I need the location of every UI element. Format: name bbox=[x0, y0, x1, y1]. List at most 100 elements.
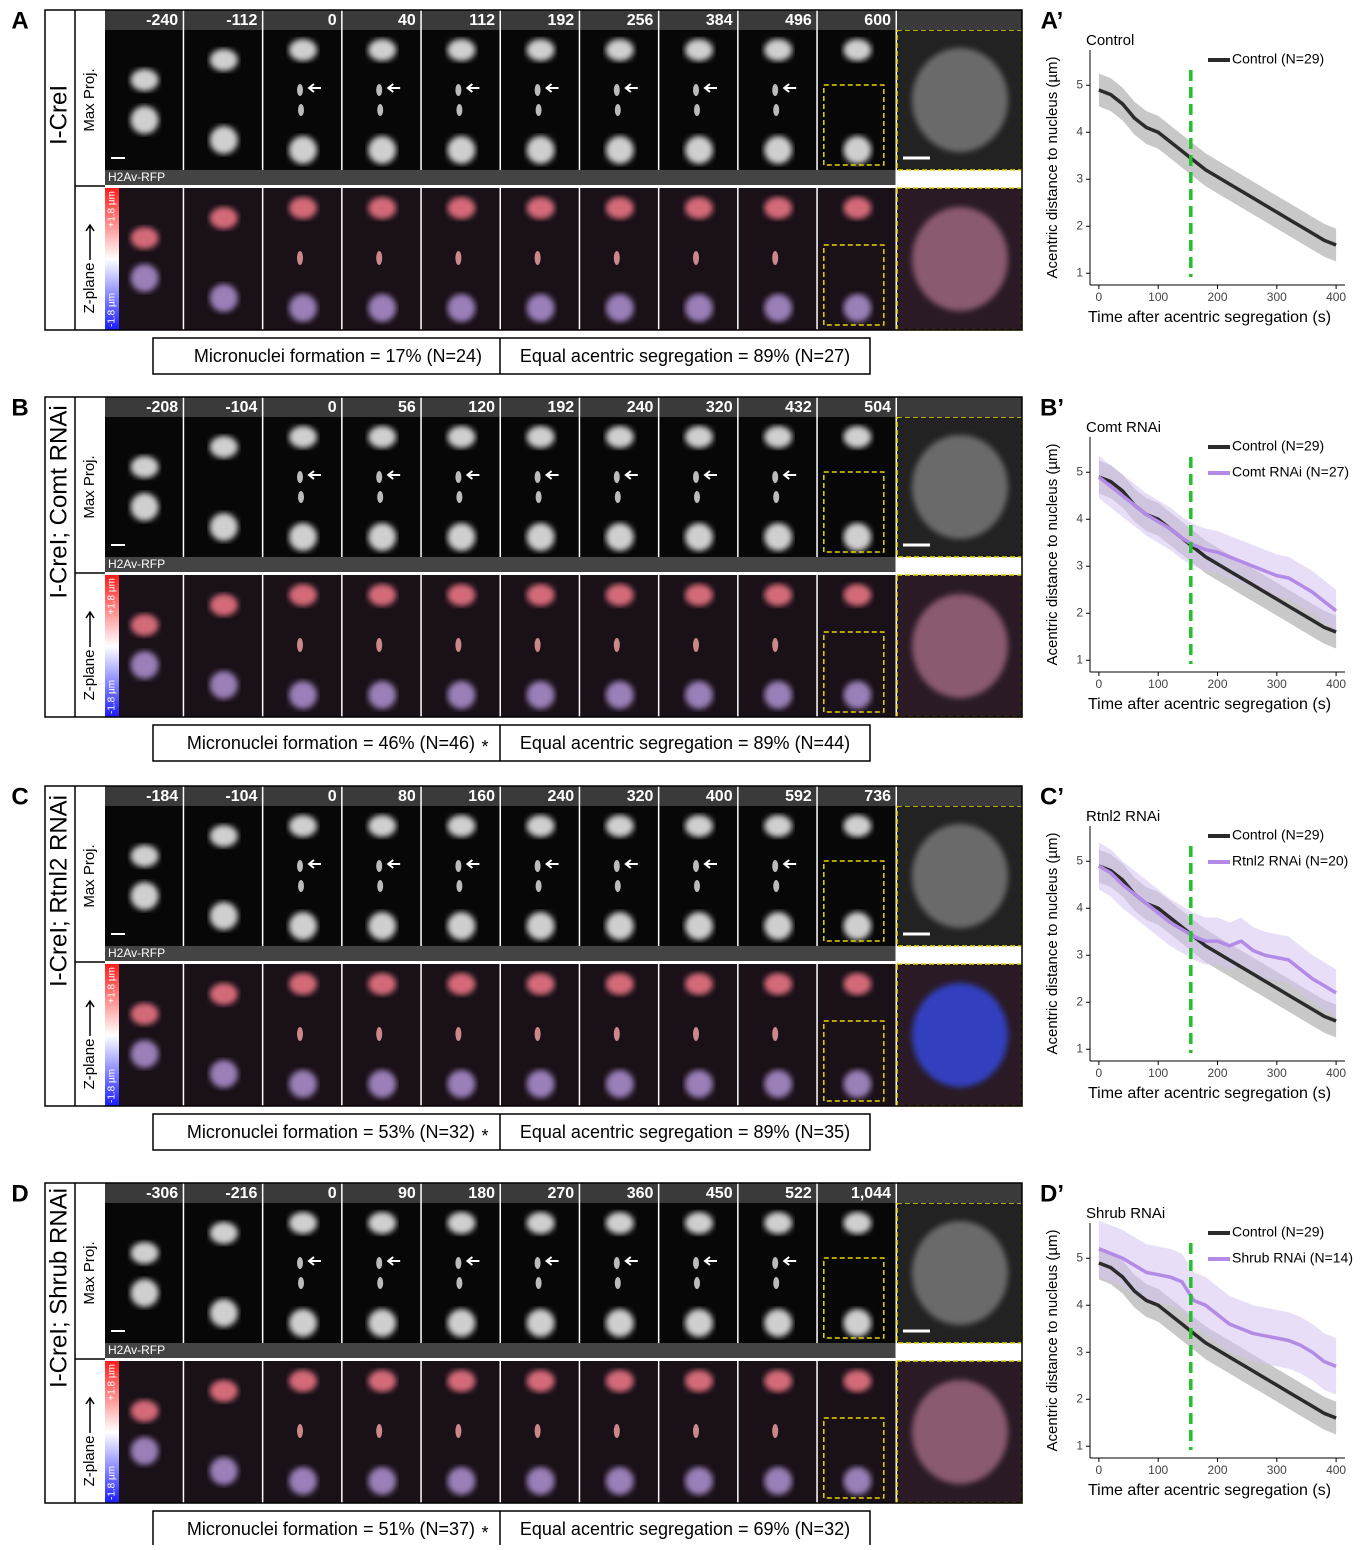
z-colorbar bbox=[105, 964, 119, 1106]
mean-line bbox=[1098, 1247, 1337, 1368]
x-tick-label: 0 bbox=[1096, 1463, 1103, 1477]
acentric-z bbox=[376, 251, 383, 265]
nucleus-z bbox=[368, 1070, 397, 1098]
nucleus bbox=[447, 815, 476, 837]
time-header bbox=[817, 397, 896, 417]
acentric bbox=[456, 104, 463, 116]
y-tick-label: 2 bbox=[1076, 994, 1083, 1008]
x-tick-label: 400 bbox=[1326, 1463, 1346, 1477]
time-header bbox=[501, 397, 579, 417]
nucleus bbox=[130, 1242, 159, 1264]
nucleus bbox=[843, 815, 872, 837]
nucleus bbox=[368, 1212, 397, 1234]
row-label: Max Proj. bbox=[81, 455, 98, 518]
stain-strip bbox=[105, 170, 896, 185]
y-tick-label: 1 bbox=[1076, 265, 1083, 279]
nucleus-z bbox=[526, 973, 555, 995]
acentric bbox=[376, 471, 383, 483]
nucleus bbox=[685, 912, 713, 940]
time-header bbox=[263, 10, 342, 30]
nucleus-z bbox=[209, 207, 238, 229]
z-arrow bbox=[85, 1396, 95, 1433]
time-label: 592 bbox=[785, 788, 812, 805]
nucleus-z bbox=[764, 973, 793, 995]
acentric bbox=[613, 1257, 620, 1269]
zoom-nucleus-z bbox=[912, 594, 1008, 698]
time-label: -184 bbox=[146, 788, 178, 805]
y-tick-label: 4 bbox=[1076, 1297, 1083, 1311]
acentric bbox=[377, 880, 384, 892]
time-header bbox=[501, 1183, 579, 1203]
acentric bbox=[693, 860, 699, 872]
z-arrow bbox=[85, 223, 95, 260]
acentric-z bbox=[534, 638, 541, 652]
nucleus-z bbox=[605, 1467, 634, 1495]
nucleus-z bbox=[289, 1467, 317, 1495]
mean-line bbox=[1098, 88, 1337, 247]
stats-text: Equal acentric segregation = 89% (N=35) bbox=[520, 1122, 850, 1142]
arrow bbox=[307, 859, 321, 869]
x-tick-label: 300 bbox=[1267, 1463, 1287, 1477]
panel-letter: D bbox=[11, 1180, 28, 1207]
nucleus-z bbox=[685, 197, 713, 219]
time-label: 320 bbox=[627, 788, 654, 805]
nucleus bbox=[209, 49, 238, 71]
acentric bbox=[614, 104, 621, 116]
y-tick-label: 5 bbox=[1076, 464, 1083, 478]
nucleus bbox=[764, 1212, 793, 1234]
header-pad bbox=[897, 397, 1022, 417]
acentric-z bbox=[772, 1027, 779, 1041]
x-tick-label: 300 bbox=[1267, 290, 1287, 304]
confidence-band bbox=[1098, 73, 1337, 262]
acentric bbox=[693, 84, 699, 96]
y-tick-label: 5 bbox=[1076, 77, 1083, 91]
z-colorbar bbox=[105, 188, 119, 330]
time-label: 496 bbox=[785, 12, 812, 29]
nucleus bbox=[685, 815, 713, 837]
nucleus-z bbox=[843, 973, 872, 995]
acentric bbox=[534, 860, 541, 872]
panel-frame bbox=[44, 1182, 1023, 1504]
row-label: Z-plane bbox=[81, 1039, 98, 1090]
stain-label: H2Av-RFP bbox=[108, 946, 165, 960]
inset-box bbox=[823, 471, 885, 553]
time-label: 80 bbox=[398, 788, 416, 805]
nucleus-z bbox=[368, 197, 397, 219]
arrow bbox=[386, 859, 401, 869]
nucleus-z bbox=[843, 584, 872, 606]
nucleus-z bbox=[368, 294, 397, 322]
nucleus bbox=[843, 426, 872, 448]
nucleus-z bbox=[447, 1467, 476, 1495]
acentric bbox=[455, 471, 462, 483]
nucleus bbox=[605, 39, 634, 61]
acentric-z bbox=[693, 1027, 699, 1041]
y-tick-label: 2 bbox=[1076, 1391, 1083, 1405]
time-label: 320 bbox=[706, 399, 733, 416]
chart-title: Control bbox=[1086, 32, 1134, 49]
arrow bbox=[782, 1256, 797, 1266]
inset-box bbox=[823, 1257, 885, 1339]
confidence-band bbox=[1098, 1220, 1337, 1395]
nucleus-z bbox=[289, 584, 317, 606]
acentric bbox=[455, 1257, 462, 1269]
acentric-z bbox=[534, 251, 541, 265]
nucleus-z bbox=[843, 1467, 872, 1495]
nucleus-z bbox=[843, 294, 872, 322]
nucleus bbox=[368, 1309, 397, 1337]
nucleus bbox=[209, 436, 238, 458]
acentric bbox=[455, 860, 462, 872]
y-tick-label: 3 bbox=[1076, 171, 1083, 185]
acentric bbox=[694, 1277, 700, 1289]
time-header bbox=[817, 1183, 896, 1203]
y-axis-label: Acentric distance to nucleus (µm) bbox=[1044, 1229, 1061, 1451]
z-colorbar bbox=[105, 575, 119, 717]
acentric bbox=[376, 1257, 383, 1269]
time-header bbox=[105, 10, 183, 30]
acentric bbox=[614, 1277, 621, 1289]
nucleus-z bbox=[368, 584, 397, 606]
inset-box bbox=[823, 84, 885, 166]
nucleus bbox=[764, 815, 793, 837]
y-tick-label: 1 bbox=[1076, 1041, 1083, 1055]
nucleus-z bbox=[764, 1370, 793, 1392]
nucleus bbox=[843, 912, 872, 940]
